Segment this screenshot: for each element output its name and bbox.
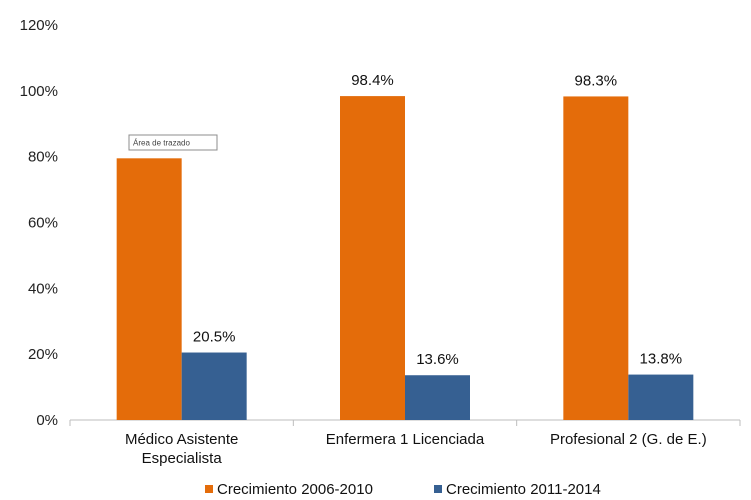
y-tick-label: 0% bbox=[36, 412, 58, 429]
bar-series1 bbox=[340, 96, 405, 420]
category-label: Especialista bbox=[142, 450, 223, 467]
category-labels: Médico Asistente Especialista Enfermera 1 … bbox=[125, 431, 707, 467]
y-tick-label: 20% bbox=[28, 346, 58, 363]
data-label: 20.5% bbox=[193, 329, 236, 346]
y-tick-label: 80% bbox=[28, 149, 58, 166]
bar-series2 bbox=[405, 375, 470, 420]
x-axis bbox=[69, 419, 741, 426]
bar-series2 bbox=[628, 374, 694, 420]
bar-series2 bbox=[181, 352, 247, 420]
y-tick-label: 120% bbox=[20, 17, 58, 34]
bar-series1 bbox=[116, 158, 182, 420]
legend-swatch bbox=[434, 485, 442, 493]
legend-label: Crecimiento 2011-2014 bbox=[446, 481, 601, 498]
y-tick-label: 60% bbox=[28, 215, 58, 232]
legend-label: Crecimiento 2006-2010 bbox=[217, 481, 373, 498]
data-label: 13.8% bbox=[640, 351, 683, 368]
category-label: Profesional 2 (G. de E.) bbox=[550, 431, 707, 448]
category-label: Enfermera 1 Licenciada bbox=[326, 431, 485, 448]
category-label: Médico Asistente bbox=[125, 431, 238, 448]
legend: Crecimiento 2006-2010 Crecimiento 2011-20… bbox=[205, 481, 601, 498]
data-labels: 20.5% 98.4% 13.6% 98.3% 13.8% bbox=[193, 72, 682, 368]
bar-series1 bbox=[563, 96, 629, 420]
plot-area-tooltip: Área de trazado bbox=[128, 134, 218, 151]
data-label: 98.3% bbox=[575, 72, 618, 89]
tooltip-box bbox=[128, 134, 218, 151]
bars bbox=[116, 96, 694, 420]
tooltip-text: Área de trazado bbox=[133, 139, 190, 148]
data-label: 98.4% bbox=[351, 72, 394, 89]
legend-swatch bbox=[205, 485, 213, 493]
y-tick-label: 100% bbox=[20, 83, 58, 100]
y-tick-label: 40% bbox=[28, 280, 58, 297]
y-axis: 0% 20% 40% 60% 80% 100% 120% bbox=[20, 17, 58, 429]
data-label: 13.6% bbox=[416, 351, 459, 368]
